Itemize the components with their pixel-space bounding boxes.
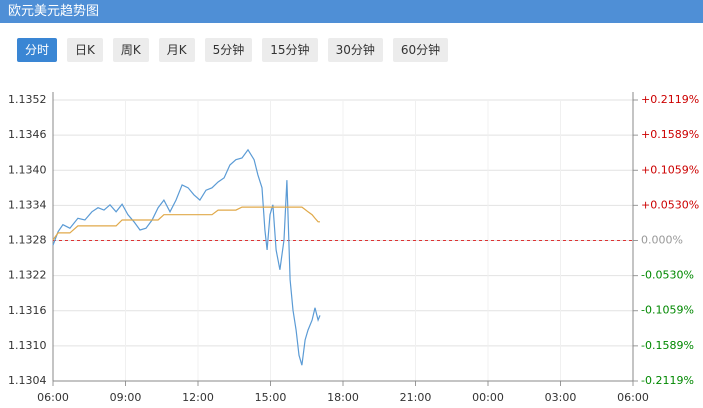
- title: 欧元美元趋势图: [8, 4, 100, 19]
- tab[interactable]: 60分钟: [392, 38, 449, 62]
- x-tick-label: 18:00: [327, 391, 359, 404]
- tab[interactable]: 15分钟: [262, 38, 318, 62]
- x-tick-label: 15:00: [255, 391, 287, 404]
- x-tick-label: 03:00: [545, 391, 577, 404]
- x-tick-label: 09:00: [110, 391, 142, 404]
- y-tick-label: 1.1328: [8, 234, 47, 247]
- y2-tick-label: +0.1589%: [641, 128, 699, 141]
- x-tick-label: 12:00: [182, 391, 214, 404]
- y2-tick-label: -0.2119%: [641, 374, 694, 387]
- x-tick-label: 06:00: [617, 391, 649, 404]
- y2-tick-label: +0.0530%: [641, 198, 699, 211]
- y-tick-label: 1.1304: [8, 374, 47, 387]
- tab[interactable]: 周K: [112, 38, 149, 62]
- y2-tick-label: -0.1589%: [641, 339, 694, 352]
- tab-bar: 分时 日K 周K 月K 5分钟 15分钟 30分钟 60分钟: [17, 38, 449, 62]
- y2-tick-label: -0.1059%: [641, 304, 694, 317]
- x-tick-label: 00:00: [472, 391, 504, 404]
- tab[interactable]: 5分钟: [204, 38, 253, 62]
- tab[interactable]: 日K: [67, 38, 103, 62]
- y-tick-label: 1.1322: [8, 269, 47, 282]
- line: [52, 206, 320, 241]
- x-tick-label: 06:00: [37, 391, 69, 404]
- y-tick-label: 1.1340: [8, 163, 47, 176]
- x-tick-label: 21:00: [400, 391, 432, 404]
- y2-tick-label: +0.1059%: [641, 163, 699, 176]
- tab[interactable]: 分时: [17, 38, 58, 62]
- tab[interactable]: 月K: [158, 38, 195, 62]
- y2-tick-label: 0.000%: [641, 234, 683, 247]
- y-tick-label: 1.1310: [8, 339, 47, 352]
- line: [52, 148, 321, 366]
- y-tick-label: 1.1316: [8, 304, 47, 317]
- y-tick-label: 1.1334: [8, 198, 47, 211]
- header: 欧元美元趋势图: [0, 0, 703, 23]
- tab[interactable]: 30分钟: [327, 38, 383, 62]
- y2-tick-label: -0.0530%: [641, 269, 694, 282]
- y2-tick-label: +0.2119%: [641, 93, 699, 106]
- y-tick-label: 1.1352: [8, 93, 47, 106]
- y-tick-label: 1.1346: [8, 128, 47, 141]
